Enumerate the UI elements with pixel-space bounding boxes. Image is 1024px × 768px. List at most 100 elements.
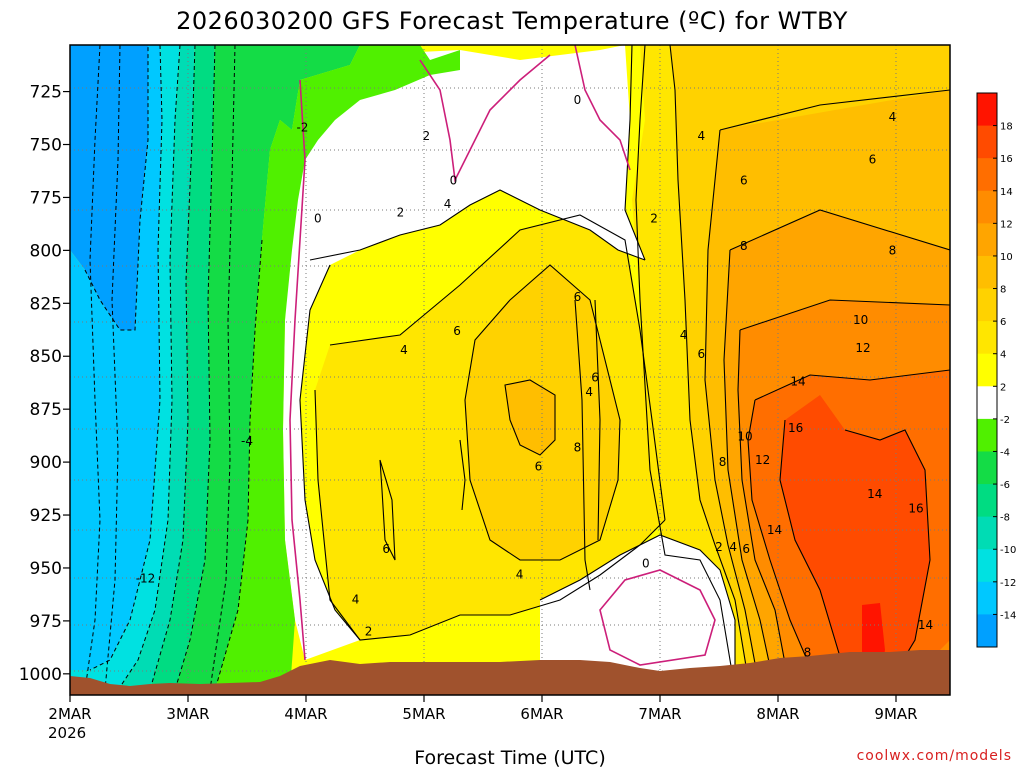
contour-label: 14 <box>790 375 805 389</box>
y-axis: 725 750 775 800 825 850 875 900 925 950 975 1000 <box>19 83 70 685</box>
colorbar-swatch <box>977 386 997 420</box>
y-tick-label: 850 <box>30 347 62 367</box>
colorbar-label: 8 <box>1000 285 1006 296</box>
colorbar-swatch <box>977 353 997 387</box>
contour-label: 6 <box>742 542 750 556</box>
contour-label: 0 <box>574 93 582 107</box>
contour-label: 6 <box>453 324 461 338</box>
contour-label: 4 <box>680 328 688 342</box>
colorbar-swatch <box>977 288 997 322</box>
contour-label: 4 <box>697 129 705 143</box>
chart-title: 2026030200 GFS Forecast Temperature (ºC)… <box>176 7 848 35</box>
colorbar-swatch <box>977 93 997 127</box>
colorbar-frame <box>976 92 998 648</box>
colorbar-swatch <box>977 158 997 192</box>
x-tick-label: 2MAR <box>48 705 91 723</box>
colorbar-label: -10 <box>1000 545 1016 556</box>
contour-label: 16 <box>908 502 923 516</box>
contour-label: 6 <box>697 347 705 361</box>
y-tick-label: 775 <box>30 188 62 208</box>
colorbar-swatch <box>977 125 997 159</box>
colorbar-swatch <box>977 614 997 648</box>
x-axis-year: 2026 <box>48 724 86 742</box>
contour-label: 6 <box>382 542 390 556</box>
contour-label: 4 <box>889 110 897 124</box>
x-axis-label: Forecast Time (UTC) <box>414 747 605 768</box>
temperature-band-below-0-pocket <box>600 570 715 665</box>
temperature-band-0-2 <box>283 45 645 660</box>
colorbar-label: 12 <box>1000 219 1013 230</box>
colorbar-label: -8 <box>1000 513 1010 524</box>
contour-label: 2 <box>650 212 658 226</box>
contour-label: -12 <box>136 572 156 586</box>
colorbar-label: -14 <box>1000 610 1016 621</box>
contour-label: 4 <box>352 593 360 607</box>
y-tick-label: 875 <box>30 400 62 420</box>
colorbar-swatch <box>977 321 997 355</box>
x-tick-label: 5MAR <box>402 705 445 723</box>
colorbar-swatch <box>977 190 997 224</box>
contour-label: 2 <box>365 624 373 638</box>
contour-label: 4 <box>729 540 737 554</box>
x-tick-label: 9MAR <box>874 705 917 723</box>
temperature-band-16-18 <box>780 395 930 690</box>
contour-label: 8 <box>804 646 812 660</box>
colorbar-label: -2 <box>1000 415 1010 426</box>
contour-label: 6 <box>740 174 748 188</box>
colorbar-label: 18 <box>1000 122 1013 133</box>
colorbar-swatch <box>977 418 997 452</box>
contour-label: 6 <box>869 152 877 166</box>
cold-isotherms <box>84 45 263 691</box>
x-tick-label: 8MAR <box>756 705 799 723</box>
zero-isotherm <box>289 45 716 666</box>
contour-label: 4 <box>516 567 524 581</box>
y-tick-label: 725 <box>30 83 62 103</box>
colorbar-label: 16 <box>1000 154 1013 165</box>
contour-label: 0 <box>314 212 322 226</box>
colorbar-swatch <box>977 549 997 583</box>
x-tick-label: 7MAR <box>638 705 681 723</box>
colorbar-label: 6 <box>1000 317 1006 328</box>
contour-label: 12 <box>755 453 770 467</box>
contour-label: 4 <box>400 343 408 357</box>
y-tick-label: 950 <box>30 559 62 579</box>
grid <box>70 45 950 695</box>
colorbar-swatch <box>977 516 997 550</box>
contour-label: 0 <box>450 174 458 188</box>
contour-label: 14 <box>867 487 882 501</box>
contour-label: 4 <box>444 197 452 211</box>
temperature-band-minus-6-minus-4 <box>175 45 360 690</box>
x-tick-label: 4MAR <box>284 705 327 723</box>
plot-frame <box>69 44 951 696</box>
y-tick-label: 975 <box>30 612 62 632</box>
colorbar-label: -4 <box>1000 447 1010 458</box>
colorbar-label: 2 <box>1000 382 1006 393</box>
colorbar-label: 14 <box>1000 187 1013 198</box>
contour-label: 2 <box>423 129 431 143</box>
temperature-band-minus-8-minus-6 <box>150 45 215 690</box>
x-axis: 2MAR 3MAR 4MAR 5MAR 6MAR 7MAR 8MAR 9MAR <box>48 695 918 723</box>
y-tick-label: 1000 <box>19 665 62 685</box>
colorbar: 18 16 14 12 10 8 6 4 2 -2 -4 -6 -8 -10 -12 -14 <box>976 92 1016 648</box>
y-tick-label: 750 <box>30 136 62 156</box>
credit-text: coolwx.com/models <box>857 748 1012 764</box>
temperature-band-minus-12-minus-10 <box>70 45 180 690</box>
contour-label: 8 <box>740 239 748 253</box>
terrain <box>70 650 950 695</box>
colorbar-label: -12 <box>1000 578 1016 589</box>
temperature-band-8-10-mid <box>505 380 555 455</box>
colorbar-label: 4 <box>1000 350 1006 361</box>
x-tick-label: 6MAR <box>520 705 563 723</box>
colorbar-swatch <box>977 451 997 485</box>
contour-label: 10 <box>737 430 752 444</box>
contour-label: -2 <box>296 121 308 135</box>
colorbar-swatch <box>977 581 997 615</box>
contour-label: -4 <box>241 434 253 448</box>
contour-label: 6 <box>535 459 543 473</box>
contour-label: 12 <box>855 341 870 355</box>
y-tick-label: 925 <box>30 506 62 526</box>
colorbar-label: -6 <box>1000 480 1010 491</box>
contour-label: 14 <box>767 523 782 537</box>
